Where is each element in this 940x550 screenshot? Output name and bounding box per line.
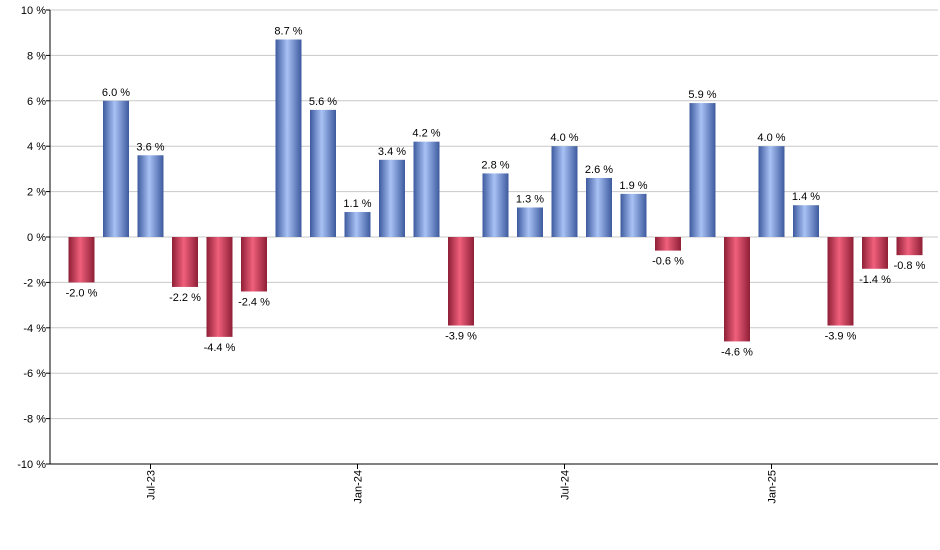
bar-value-label: -4.6 % <box>721 346 753 358</box>
bar-positive <box>517 207 543 237</box>
bar-value-label: 1.4 % <box>792 191 820 203</box>
bar-negative <box>655 237 681 251</box>
bar-positive <box>310 109 336 237</box>
x-tick-label: Jul-24 <box>560 470 572 500</box>
y-tick-label: 10 % <box>21 5 46 17</box>
bar-negative <box>172 237 198 287</box>
bar-positive <box>482 173 509 237</box>
bar-value-label: -0.8 % <box>894 260 926 272</box>
bar-positive <box>344 212 371 237</box>
bar-value-label: 1.9 % <box>619 180 647 192</box>
bar-value-label: 2.8 % <box>481 159 509 171</box>
y-tick-label: 6 % <box>27 96 46 108</box>
bar-value-label: 1.3 % <box>516 193 544 205</box>
bar-value-label: 3.6 % <box>136 141 164 153</box>
y-tick-label: -4 % <box>23 323 46 335</box>
bar-value-label: -4.4 % <box>204 342 236 354</box>
y-tick-label: 2 % <box>27 187 46 199</box>
bar-value-label: 4.2 % <box>412 128 440 140</box>
y-tick-label: -6 % <box>23 368 46 380</box>
bar-value-label: -0.6 % <box>652 256 684 268</box>
bar-negative <box>206 237 233 337</box>
x-axis: Jul-23 Jan-24 Jul-24 Jan-25 <box>50 463 938 504</box>
bar-positive <box>793 205 819 237</box>
x-tick-label: Jan-24 <box>353 470 365 504</box>
bar-value-label: -2.0 % <box>66 287 98 299</box>
y-tick-label: -8 % <box>23 414 46 426</box>
bar-negative <box>862 237 888 269</box>
data-labels: -2.0 % 6.0 % 3.6 % -2.2 % -4.4 % -2.4 % 8.7 % 5… <box>66 26 926 359</box>
bar-positive <box>551 146 578 237</box>
y-tick-label: -2 % <box>23 277 46 289</box>
bar-negative <box>448 237 474 326</box>
y-axis: -10 % -8 % -6 % -4 % -2 % 0 % 2 % 4 % 6 % 8 % 10 % <box>17 5 51 471</box>
x-tick-label: Jan-25 <box>767 470 779 504</box>
bar-negative <box>68 237 95 283</box>
bar-positive <box>137 155 164 237</box>
bar-positive <box>586 177 612 237</box>
bar-value-label: 3.4 % <box>378 146 406 158</box>
bar-value-label: 5.6 % <box>309 96 337 108</box>
bar-positive <box>413 141 440 237</box>
bar-positive <box>620 193 647 237</box>
bars <box>68 39 923 342</box>
y-tick-label: 8 % <box>27 50 46 62</box>
bar-value-label: 2.6 % <box>585 164 613 176</box>
bar-value-label: -3.9 % <box>445 331 477 343</box>
bar-value-label: 1.1 % <box>343 198 371 210</box>
bar-value-label: -1.4 % <box>859 274 891 286</box>
bar-value-label: -2.2 % <box>169 292 201 304</box>
bar-positive <box>758 146 785 237</box>
x-tick-label: Jul-23 <box>146 470 158 500</box>
y-tick-label: 0 % <box>27 232 46 244</box>
bar-value-label: 8.7 % <box>274 26 302 38</box>
bar-positive <box>275 39 302 238</box>
bar-negative <box>827 237 854 326</box>
bar-positive <box>689 103 716 237</box>
bar-negative <box>724 237 750 342</box>
bar-positive <box>103 100 129 237</box>
bar-positive <box>379 159 405 237</box>
bar-negative <box>896 237 923 256</box>
y-tick-label: 4 % <box>27 141 46 153</box>
bar-value-label: -2.4 % <box>238 296 270 308</box>
bar-value-label: -3.9 % <box>825 331 857 343</box>
bar-value-label: 4.0 % <box>757 132 785 144</box>
bar-value-label: 6.0 % <box>102 87 130 99</box>
bar-value-label: 5.9 % <box>688 89 716 101</box>
y-tick-label: -10 % <box>17 459 46 471</box>
bar-negative <box>241 237 267 292</box>
bar-value-label: 4.0 % <box>550 132 578 144</box>
